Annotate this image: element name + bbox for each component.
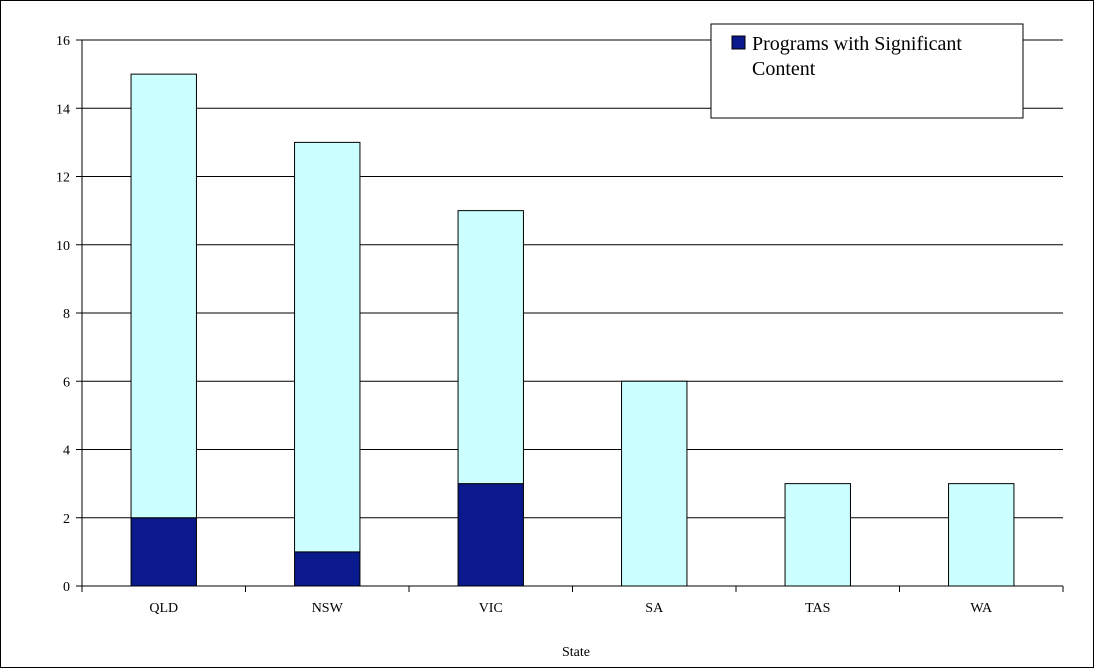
- x-axis-title: State: [562, 645, 590, 660]
- y-tick-label: 4: [63, 444, 70, 459]
- axes: [76, 39, 1064, 592]
- bar-sa-series-1: [621, 380, 688, 587]
- bar-wa-series-1: [948, 483, 1015, 587]
- x-tick-label: VIC: [479, 601, 503, 616]
- bar-tas-series-1: [784, 483, 851, 587]
- y-tick-label: 12: [56, 171, 70, 186]
- bar-nsw-series-0: [294, 551, 361, 587]
- legend: Programs with Significant Content: [710, 23, 1024, 119]
- legend-box: [710, 23, 1024, 119]
- y-tick-label: 8: [63, 307, 70, 322]
- legend-swatch-significant: [731, 35, 746, 50]
- y-tick-label: 2: [63, 512, 70, 527]
- bar-nsw-series-1: [294, 141, 361, 553]
- legend-label-line-1: Programs with Significant: [752, 33, 962, 55]
- y-tick-label: 16: [56, 34, 70, 49]
- bar-qld-series-1: [130, 73, 197, 519]
- y-tick-label: 14: [56, 102, 70, 117]
- x-tick-label: TAS: [805, 601, 830, 616]
- legend-label-line-2: Content: [752, 58, 816, 80]
- x-tick-label: SA: [645, 601, 664, 616]
- y-tick-label: 0: [63, 580, 70, 595]
- bar-vic-series-0: [457, 483, 524, 587]
- y-tick-label: 6: [63, 375, 70, 390]
- x-tick-label: QLD: [149, 601, 178, 616]
- bar-vic-series-1: [457, 210, 524, 485]
- x-tick-labels: QLD NSW VIC SA TAS WA: [149, 601, 993, 616]
- x-tick-label: NSW: [312, 601, 344, 616]
- y-tick-labels: 0 2 4 6 8 10 12 14 16: [56, 34, 70, 595]
- y-tick-label: 10: [56, 239, 70, 254]
- bars: [130, 73, 1015, 587]
- bar-qld-series-0: [130, 517, 197, 587]
- x-tick-label: WA: [970, 601, 993, 616]
